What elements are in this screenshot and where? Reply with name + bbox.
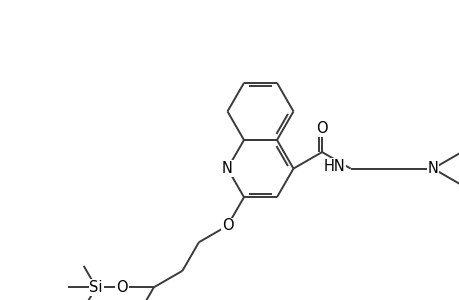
Text: HN: HN [323, 159, 345, 174]
Text: N: N [222, 161, 232, 176]
Text: O: O [116, 280, 128, 295]
Text: O: O [221, 218, 233, 233]
Text: O: O [316, 122, 327, 136]
Text: N: N [427, 161, 437, 176]
Text: Si: Si [89, 280, 103, 295]
